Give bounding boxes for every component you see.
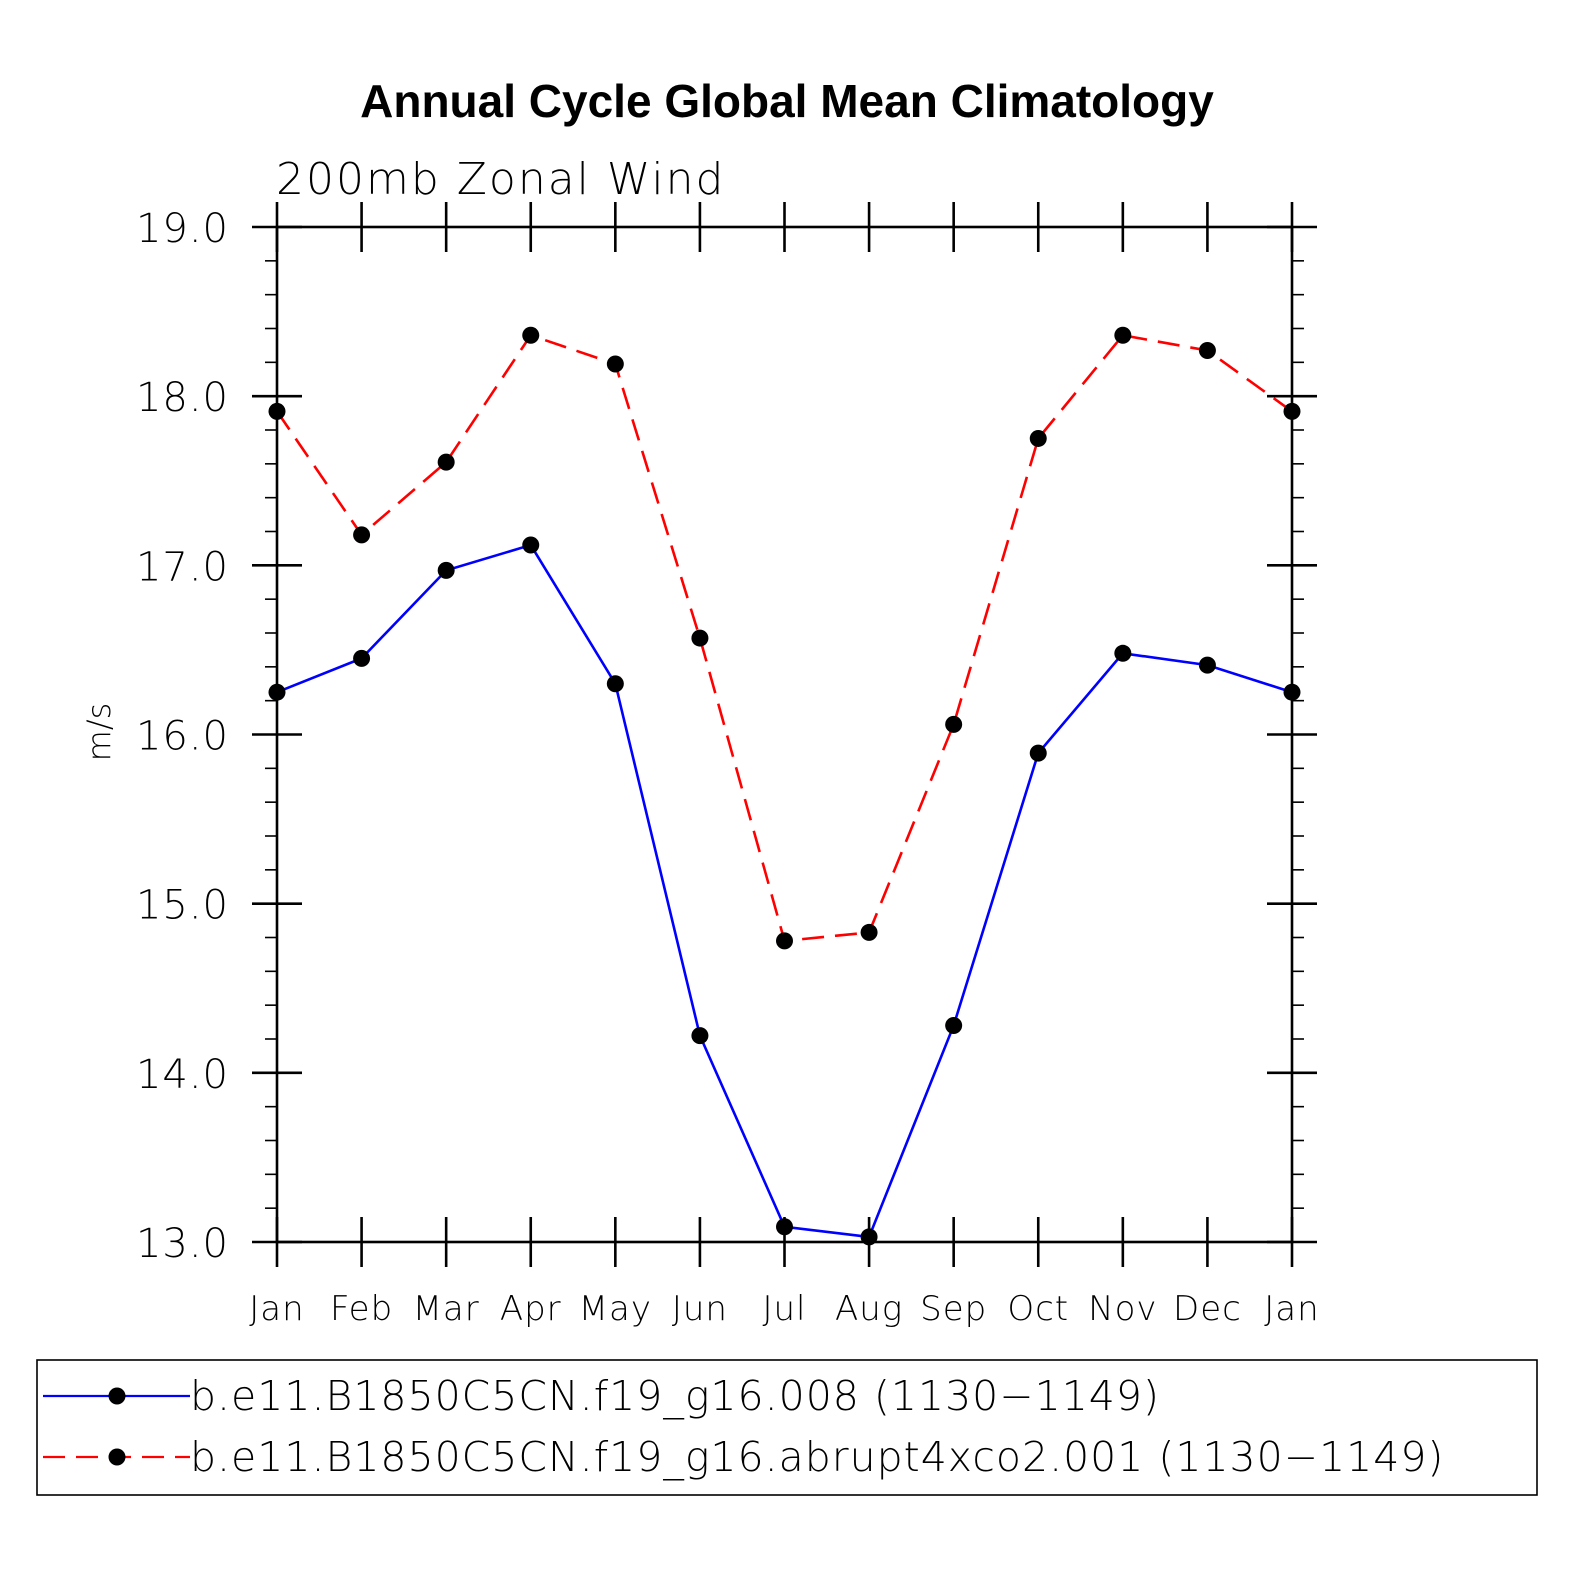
data-point xyxy=(1283,683,1301,701)
axes xyxy=(252,202,1317,1267)
data-point xyxy=(691,1027,709,1045)
x-tick-label: Apr xyxy=(500,1289,562,1329)
data-point xyxy=(945,715,963,733)
x-tick-label: Sep xyxy=(920,1289,987,1329)
chart-title: Annual Cycle Global Mean Climatology xyxy=(360,75,1214,127)
data-point xyxy=(353,649,371,667)
data-point xyxy=(1198,656,1216,674)
data-point xyxy=(268,402,286,420)
legend-marker-series-2 xyxy=(108,1448,126,1466)
data-point xyxy=(522,326,540,344)
chart-subtitle: 200mb Zonal Wind xyxy=(276,154,725,205)
y-tick-label: 13.0 xyxy=(136,1221,229,1267)
data-point xyxy=(860,1228,878,1246)
data-point xyxy=(522,536,540,554)
data-point xyxy=(437,453,455,471)
data-point xyxy=(437,561,455,579)
x-tick-label: Jul xyxy=(762,1289,806,1329)
y-tick-label: 15.0 xyxy=(136,883,229,929)
series-line-2 xyxy=(275,333,1293,943)
data-point xyxy=(1029,429,1047,447)
y-axis-label: m/s xyxy=(80,703,118,762)
data-point xyxy=(606,675,624,693)
data-point xyxy=(353,526,371,544)
x-tick-label: May xyxy=(579,1289,652,1329)
x-tick-label: Aug xyxy=(835,1289,903,1329)
legend-label-series-2: b.e11.B1850C5CN.f19_g16.abrupt4xco2.001 … xyxy=(190,1433,1444,1481)
x-tick-label: Jan xyxy=(1264,1289,1319,1329)
x-tick-label: Dec xyxy=(1173,1289,1242,1329)
data-point xyxy=(1114,326,1132,344)
data-point xyxy=(860,923,878,941)
y-tick-labels: 13.0 14.0 15.0 16.0 17.0 18.0 19.0 xyxy=(136,206,229,1267)
x-tick-label: Jan xyxy=(249,1289,304,1329)
legend-box xyxy=(36,1359,1538,1496)
series-line-1 xyxy=(276,543,1293,1239)
data-point xyxy=(776,932,793,950)
y-tick-label: 17.0 xyxy=(136,544,229,590)
data-point xyxy=(691,629,709,647)
x-tick-label: Jun xyxy=(672,1289,728,1329)
y-tick-label: 16.0 xyxy=(136,714,229,760)
x-tick-label: Feb xyxy=(330,1289,393,1329)
x-tick-label: Oct xyxy=(1007,1289,1069,1329)
y-tick-label: 18.0 xyxy=(136,375,229,421)
x-tick-label: Mar xyxy=(413,1289,480,1329)
data-point xyxy=(1114,644,1132,662)
data-point xyxy=(776,1218,793,1236)
x-tick-labels: Jan Feb Mar Apr May Jun Jul Aug Sep Oct Nov Dec Jan xyxy=(249,1289,1319,1329)
y-tick-label: 19.0 xyxy=(136,206,229,252)
series-layer xyxy=(268,326,1301,1246)
data-point xyxy=(268,683,286,701)
data-point xyxy=(1029,744,1047,762)
data-point xyxy=(1198,341,1216,359)
data-point xyxy=(606,355,624,373)
plot-frame xyxy=(275,225,1294,1244)
y-tick-label: 14.0 xyxy=(136,1052,229,1098)
data-point xyxy=(1283,402,1301,420)
data-point xyxy=(945,1016,963,1034)
legend-marker-series-1 xyxy=(108,1387,126,1405)
legend: b.e11.B1850C5CN.f19_g16.008 (1130−1149) … xyxy=(36,1359,1538,1496)
legend-label-series-1: b.e11.B1850C5CN.f19_g16.008 (1130−1149) xyxy=(190,1372,1160,1420)
x-tick-label: Nov xyxy=(1088,1289,1157,1329)
